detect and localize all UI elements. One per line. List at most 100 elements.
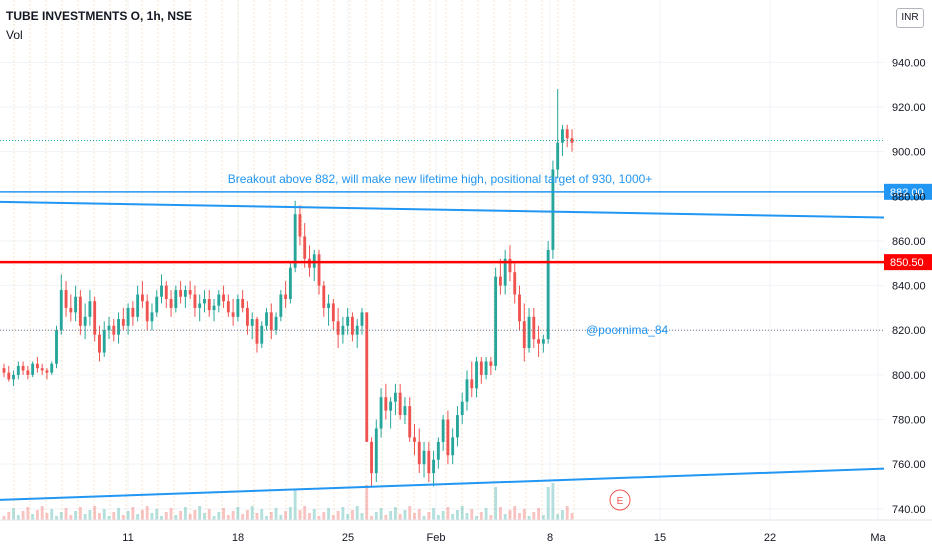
earnings-event-label: E: [617, 496, 624, 507]
trendline: [0, 467, 885, 501]
candle-body: [331, 303, 335, 322]
price-tick-label: 900.00: [892, 147, 926, 159]
candle-body: [121, 319, 125, 326]
candle-body: [145, 301, 149, 322]
candle-body: [351, 316, 354, 335]
price-tick-label: 920.00: [892, 102, 926, 114]
level-price-tag: [884, 183, 932, 200]
candle-body: [484, 361, 488, 375]
candle-body: [64, 290, 68, 308]
volume-bar: [164, 512, 168, 520]
volume-bar: [21, 511, 25, 520]
volume-bar: [422, 516, 426, 520]
volume-bar: [102, 509, 106, 520]
volume-bar: [126, 511, 130, 520]
volume-bar: [64, 508, 68, 520]
candle-body: [322, 285, 326, 308]
candle-body: [460, 401, 464, 416]
volume-bar: [503, 514, 507, 520]
volume-bar: [212, 516, 216, 520]
volume-bar: [408, 506, 412, 520]
candle-body: [451, 437, 455, 456]
candle-body: [112, 325, 116, 335]
volume-bar: [222, 508, 225, 520]
candle-body: [317, 254, 321, 286]
candle-body: [546, 249, 550, 340]
volume-bar: [403, 510, 407, 520]
volume-bar: [121, 515, 125, 520]
candle-body: [370, 441, 373, 474]
volume-bar: [179, 511, 183, 520]
candle-body: [93, 301, 97, 335]
candle-body: [537, 339, 541, 344]
candle-body: [346, 316, 350, 326]
volume-bar: [498, 507, 502, 520]
volume-bar: [231, 511, 235, 520]
candle-body: [365, 312, 369, 442]
candle-body: [269, 312, 273, 331]
candle-body: [427, 450, 431, 474]
candle-body: [126, 307, 130, 326]
grid: [0, 0, 884, 520]
price-tick-label: 780.00: [892, 415, 926, 427]
candle-body: [212, 305, 216, 311]
weekly-separators: [13, 0, 575, 520]
volume-bar: [150, 513, 154, 520]
drawn-lines[interactable]: [0, 139, 885, 501]
candle-body: [393, 392, 397, 402]
candle-body: [107, 325, 111, 331]
volume-bar: [83, 514, 87, 520]
volume-bar: [93, 506, 97, 520]
time-tick-label: Ma: [870, 532, 886, 544]
candle-body: [374, 428, 378, 474]
volume-bar: [456, 510, 459, 520]
time-axis[interactable]: 11 18 25 Feb 8 15 22 Ma: [0, 519, 932, 544]
candle-body: [207, 298, 211, 311]
volume-bar: [322, 512, 326, 520]
volume-bar: [374, 512, 378, 520]
candle-body: [541, 339, 545, 344]
volume-bar: [45, 513, 49, 520]
volume-bar: [293, 490, 297, 520]
candle-body: [336, 321, 340, 335]
volume-bar: [250, 506, 254, 520]
price-axis[interactable]: 882.00 850.50 740.00 760.00 780.00 800.00 820.…: [884, 57, 932, 516]
volume-bar: [432, 508, 436, 520]
candle-body: [417, 441, 421, 465]
candle-body: [7, 372, 11, 380]
volume-bar: [508, 510, 512, 520]
time-tick-label: Feb: [427, 532, 446, 544]
candle-body: [203, 298, 206, 304]
volume-bar: [475, 516, 478, 520]
volume-bar: [78, 507, 82, 520]
candle-body: [31, 363, 35, 375]
volume-bar: [513, 506, 517, 520]
candle-body: [155, 296, 159, 313]
volume-bar: [527, 516, 531, 520]
candle-body: [74, 296, 78, 313]
volume-bar: [556, 514, 560, 520]
time-tick-label: 11: [122, 532, 133, 544]
candle-body: [40, 368, 44, 371]
candles: [2, 89, 574, 487]
volume-bar: [551, 483, 555, 520]
currency-button[interactable]: INR: [896, 8, 924, 28]
volume-bar: [303, 506, 307, 520]
price-tick-label: 800.00: [892, 370, 926, 382]
volume-bar: [384, 515, 388, 520]
volume-bar: [112, 512, 116, 520]
candle-body: [164, 285, 168, 299]
volume-bar: [203, 513, 206, 520]
volume-bar: [479, 512, 483, 520]
candle-body: [570, 138, 574, 143]
volume-bar: [88, 510, 92, 520]
price-tick-label: 740.00: [892, 504, 926, 516]
volume-bar: [193, 510, 197, 520]
candle-body: [150, 312, 154, 322]
volume-bar: [541, 515, 545, 520]
volume-bar: [26, 507, 30, 520]
candle-body: [160, 285, 163, 297]
candle-body: [279, 294, 283, 317]
